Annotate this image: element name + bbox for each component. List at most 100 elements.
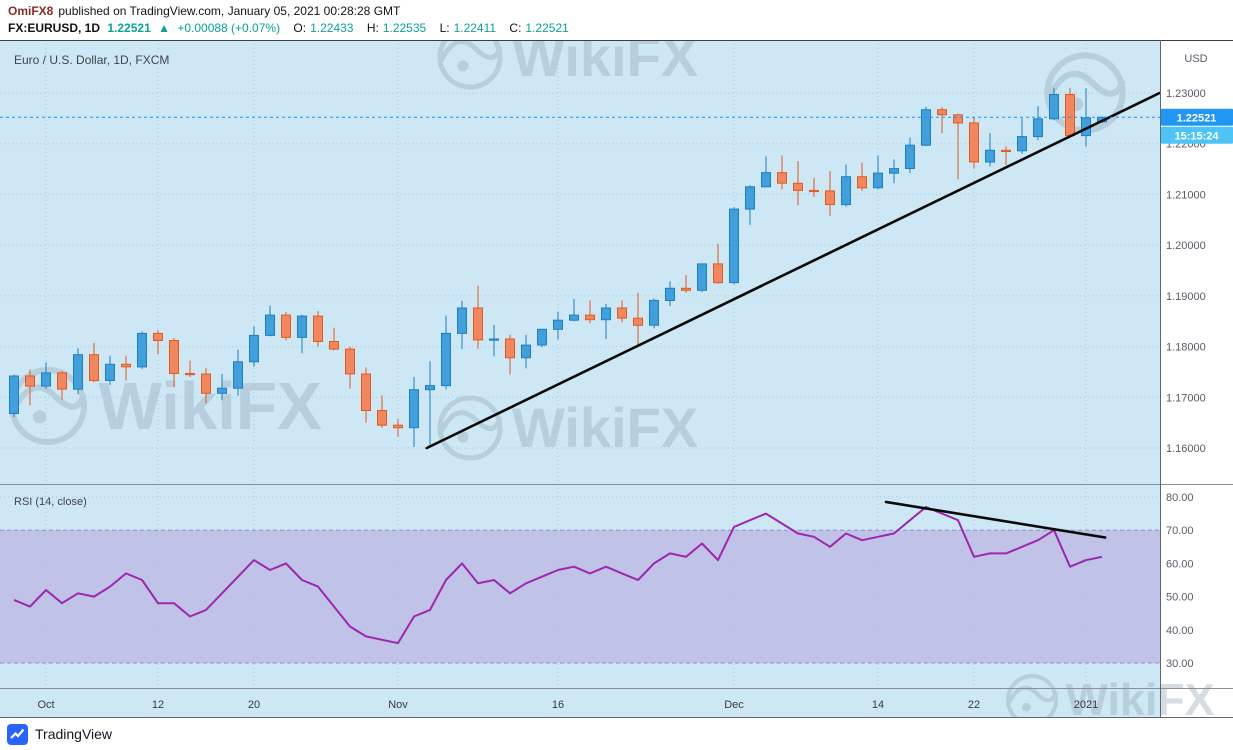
candle-body [265,314,275,336]
candle-body [233,361,243,389]
candle-body [249,334,259,363]
candle-body [345,348,355,375]
candle-body [777,172,787,184]
high-label: H: [366,21,379,35]
watermark-text: WikiFX [512,396,698,459]
wikifx-watermark: WikiFX [437,395,698,461]
last-price-value: 1.22521 [107,21,151,35]
candle-body [297,315,307,338]
watermark-text: WikiFX [1066,675,1215,718]
candle-body [761,172,771,188]
rsi-axis[interactable] [1160,484,1233,688]
candle-body [985,149,995,163]
candle-body [217,387,227,394]
chart-overlay: Euro / U.S. Dollar, 1D, FXCM RSI (14, cl… [0,40,1233,718]
time-axis-label: Dec [724,699,744,711]
candle-body [329,341,339,350]
rsi-axis-label: 60.00 [1166,558,1194,570]
countdown-badge [1161,126,1233,144]
open-value: 1.22433 [310,21,354,35]
candle-body [73,354,83,390]
chart-canvas[interactable]: WikiFXWikiFXWikiFXWikiFX 1.230001.220001… [0,40,1233,718]
candle-body [473,307,483,341]
candle-body [505,338,515,359]
candle-body [281,314,291,338]
time-axis-label: 22 [968,699,980,711]
close-value: 1.22521 [525,21,569,35]
publish-info: published on TradingView.com, January 05… [58,4,401,18]
low-label: L: [439,21,450,35]
candle-body [137,332,147,368]
candle-body [585,314,595,321]
wikifx-watermark: WikiFX [1006,674,1215,718]
candle-body [537,328,547,346]
tradingview-logo-icon[interactable] [7,723,28,745]
candle-body [553,319,563,330]
candle-body [681,287,691,291]
candle-body [969,122,979,163]
price-axis-label: 1.21000 [1166,189,1206,201]
candle-body [153,332,163,341]
rsi-pane-legend: RSI (14, close) [14,496,87,508]
time-axis-label: Oct [37,699,54,711]
time-axis-label: 14 [872,699,884,711]
high-value: 1.22535 [382,21,427,35]
rsi-axis-label: 50.00 [1166,592,1194,604]
time-axis-label: 12 [152,699,164,711]
time-axis-label: 20 [248,699,260,711]
chart-content: 1.230001.220001.210001.200001.190001.180… [0,40,1233,718]
price-axis-label: 1.23000 [1166,88,1206,100]
candle-body [409,389,419,429]
candle-body [169,340,179,374]
publish-line: OmiFX8 published on TradingView.com, Janu… [8,4,400,18]
candle-body [937,109,947,116]
price-axis[interactable] [1160,40,1233,484]
time-axis[interactable] [0,688,1160,718]
candle-body [201,373,211,394]
candle-body [745,186,755,210]
time-axis-label: 2021 [1074,699,1098,711]
candle-body [425,385,435,391]
price-change-value: +0.00088 (+0.07%) [177,21,281,35]
candle-body [521,344,531,359]
candle-body [729,208,739,284]
time-axis-label: 16 [552,699,564,711]
countdown-badge-text: 15:15:24 [1174,130,1219,142]
time-axis-label: Nov [388,699,408,711]
candle-body [9,375,19,414]
current-price-badge-text: 1.22521 [1177,112,1217,124]
close-label: C: [509,21,522,35]
rsi-trendline[interactable] [884,500,1107,539]
candle-body [441,332,451,387]
wikifx-watermark: WikiFX [437,40,698,90]
candle-body [857,176,867,189]
symbol-line: FX:EURUSD, 1D 1.22521 ▲ +0.00088 (+0.07%… [8,21,573,35]
rsi-line [13,506,1103,645]
price-axis-label: 1.19000 [1166,291,1206,303]
candle-body [313,315,323,343]
rsi-axis-label: 70.00 [1166,525,1194,537]
price-trendline[interactable] [425,91,1161,450]
candle-body [873,172,883,189]
candle-body [649,299,659,326]
candle-body [1049,94,1059,120]
candle-body [825,190,835,206]
candle-body [1065,94,1075,137]
candle-body [841,176,851,206]
open-label: O: [293,21,307,35]
candle-body [185,373,195,376]
candle-body [697,263,707,291]
candle-body [105,363,115,381]
candle-body [793,182,803,191]
candle-body [1033,118,1043,138]
current-price-badge [1161,108,1233,126]
candle-body [889,168,899,174]
tradingview-brand[interactable]: TradingView [35,726,113,742]
candle-body [89,354,99,382]
candle-body [361,373,371,411]
price-axis-label: 1.17000 [1166,392,1206,404]
candle-body [1017,136,1027,152]
price-axis-label: 1.20000 [1166,240,1206,252]
candle-body [953,114,963,124]
